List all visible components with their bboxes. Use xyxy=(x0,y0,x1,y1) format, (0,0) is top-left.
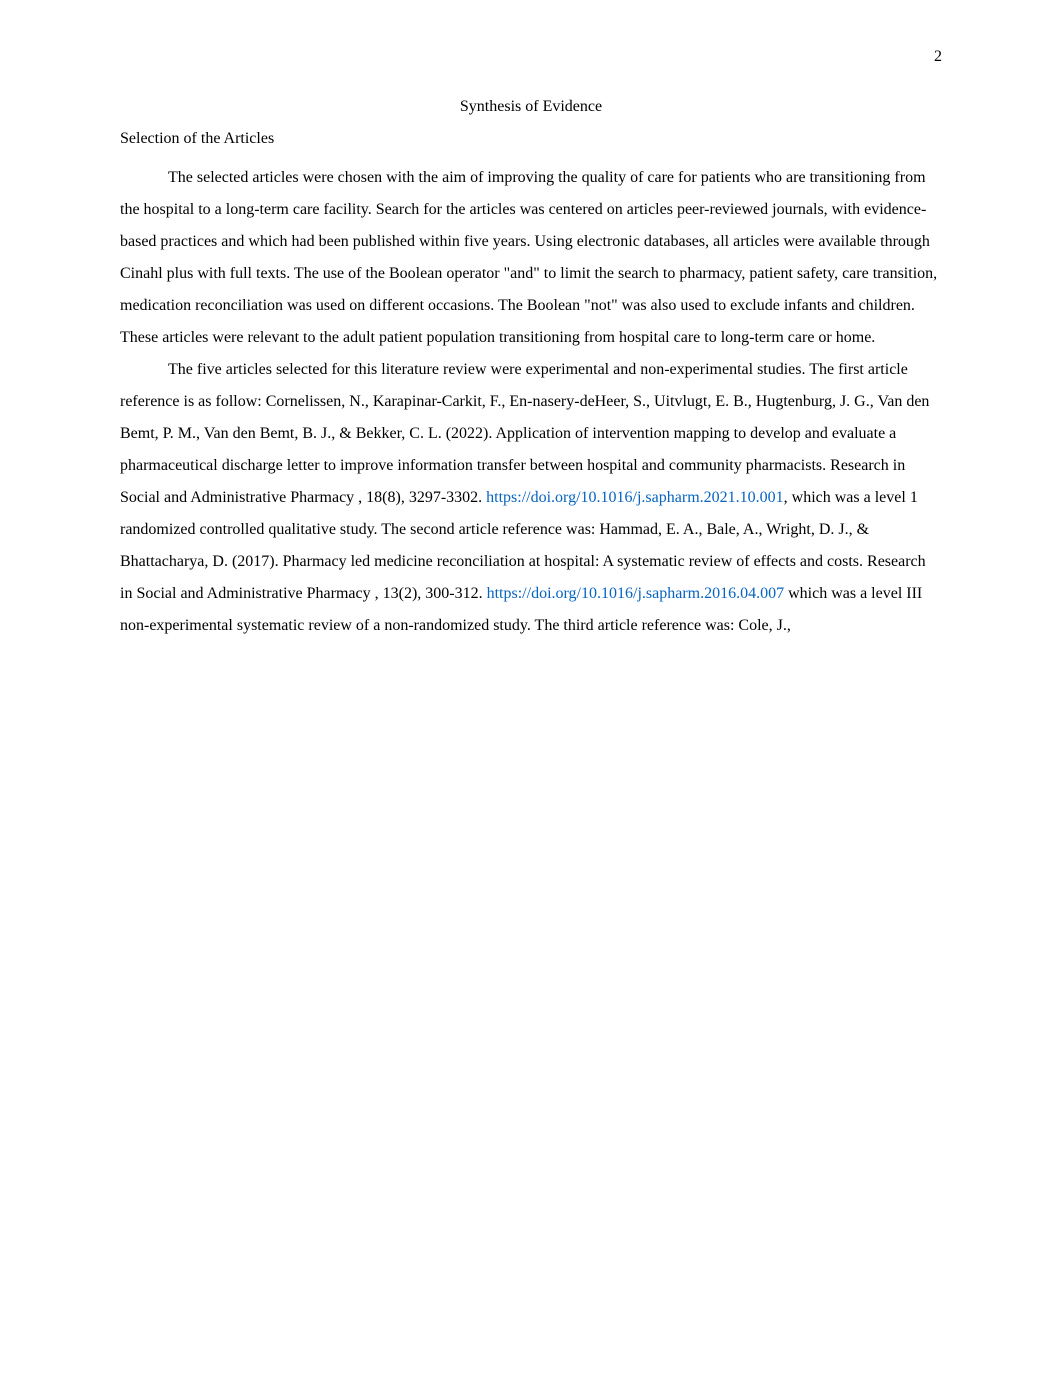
page-number: 2 xyxy=(934,48,942,66)
p2-segment-1: The five articles selected for this lite… xyxy=(120,361,929,506)
document-title: Synthesis of Evidence xyxy=(120,98,942,116)
doi-link-1[interactable]: https://doi.org/10.1016/j.sapharm.2021.1… xyxy=(486,489,783,506)
section-heading-selection: Selection of the Articles xyxy=(120,130,942,148)
doi-link-2[interactable]: https://doi.org/10.1016/j.sapharm.2016.0… xyxy=(487,585,784,602)
paragraph-2: The five articles selected for this lite… xyxy=(120,354,942,642)
paragraph-1: The selected articles were chosen with t… xyxy=(120,162,942,354)
